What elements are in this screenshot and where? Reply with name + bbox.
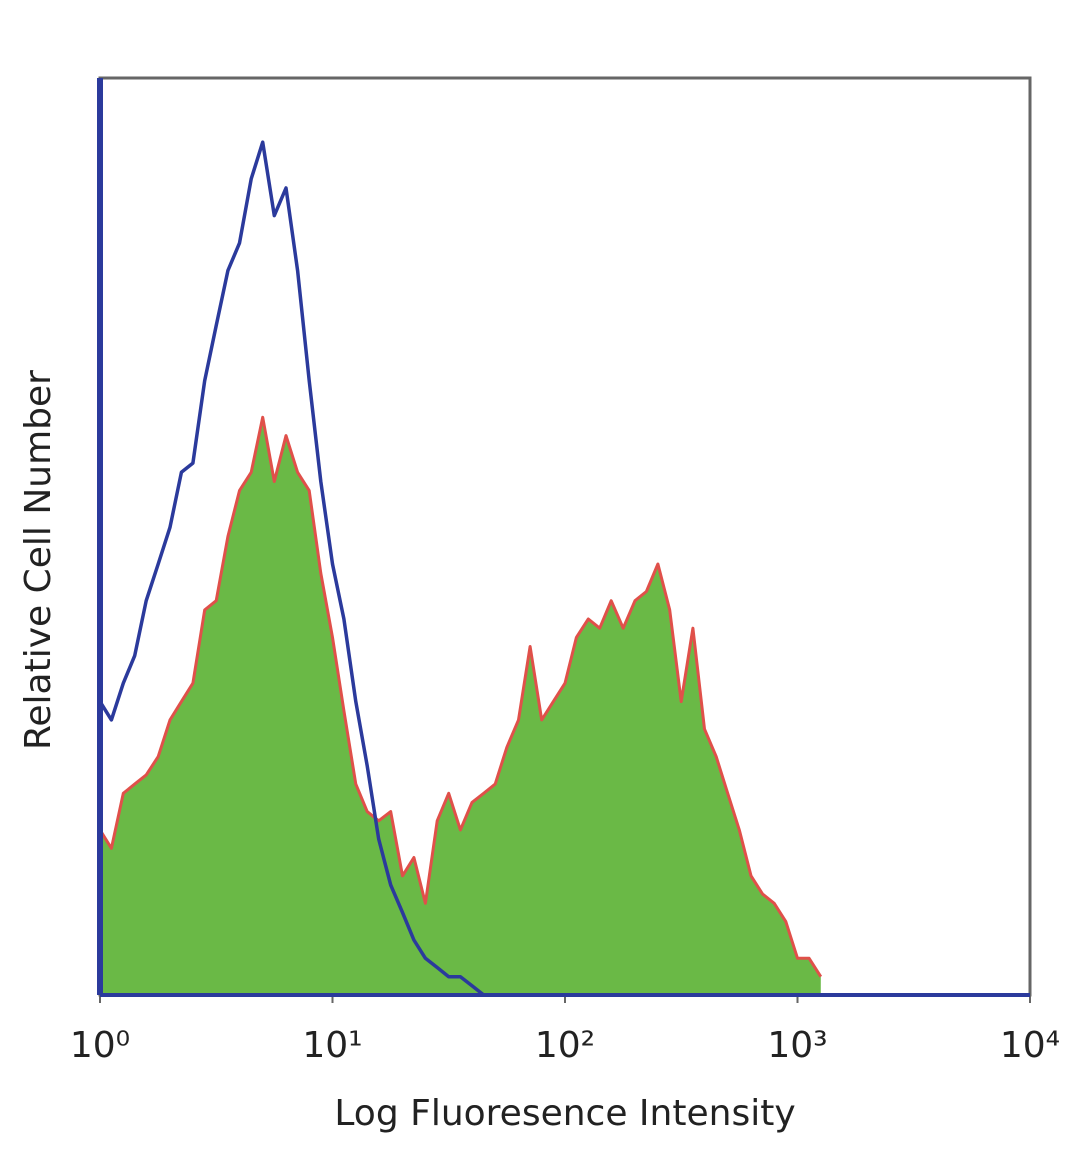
x-axis-label: Log Fluoresence Intensity: [334, 1093, 795, 1134]
x-tick-label: 10⁴: [1000, 1025, 1060, 1066]
x-tick-label: 10⁰: [70, 1025, 130, 1066]
histogram-area: [100, 417, 821, 995]
x-tick-label: 10¹: [302, 1025, 362, 1066]
histogram-outline: [98, 415, 823, 978]
x-tick-label: 10²: [535, 1025, 595, 1066]
x-tick-label: 10³: [767, 1025, 827, 1066]
y-axis-label: Relative Cell Number: [18, 370, 59, 750]
